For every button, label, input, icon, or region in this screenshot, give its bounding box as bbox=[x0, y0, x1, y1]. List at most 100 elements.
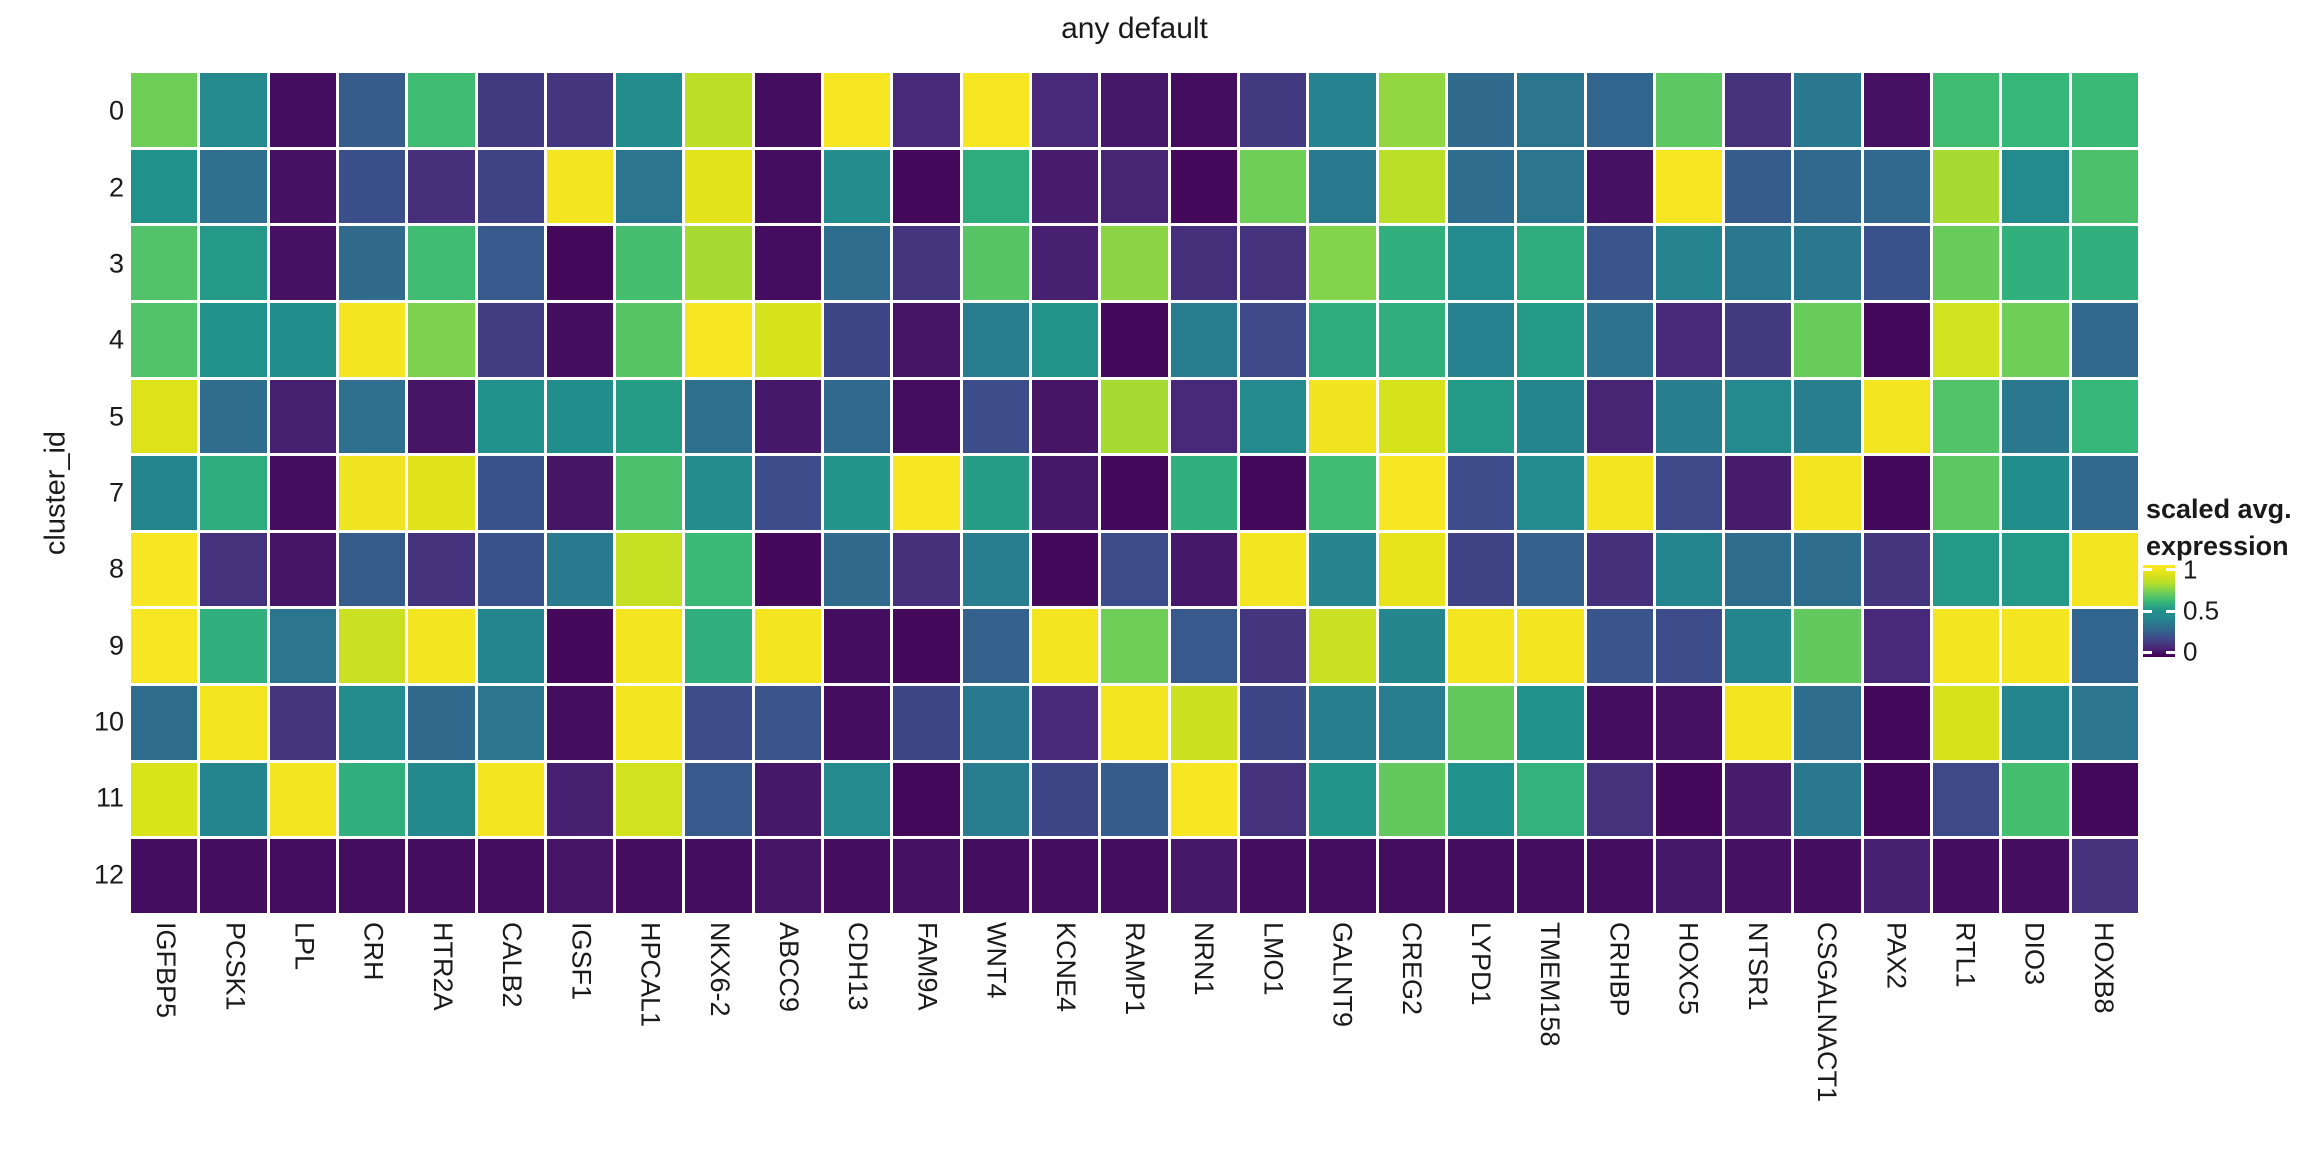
heatmap-cell bbox=[1794, 609, 1861, 684]
heatmap-cell bbox=[1725, 532, 1792, 607]
heatmap-cell bbox=[962, 73, 1030, 147]
heatmap-cell bbox=[200, 73, 267, 147]
heatmap-cell bbox=[546, 379, 614, 454]
heatmap-cell bbox=[338, 839, 406, 913]
heatmap-cell bbox=[893, 839, 960, 913]
heatmap-cell bbox=[1309, 456, 1376, 530]
y-tick-label: 11 bbox=[95, 782, 124, 813]
heatmap-cell bbox=[1309, 686, 1376, 760]
x-tick-label: KCNE4 bbox=[1050, 922, 1081, 1013]
x-tick-label: ABCC9 bbox=[773, 922, 804, 1013]
heatmap-cell bbox=[1032, 302, 1099, 377]
heatmap-cell bbox=[338, 609, 406, 684]
heatmap-cell bbox=[1447, 609, 1515, 684]
heatmap-cell bbox=[2002, 302, 2069, 377]
heatmap-cell bbox=[1655, 762, 1723, 837]
heatmap-cell bbox=[2071, 839, 2138, 913]
heatmap-cell bbox=[685, 532, 752, 607]
legend-tick-mark bbox=[2166, 568, 2175, 572]
heatmap-cell bbox=[477, 149, 544, 224]
legend-tick-mark bbox=[2143, 609, 2152, 613]
heatmap-cell bbox=[477, 609, 544, 684]
heatmap-cell bbox=[824, 686, 891, 760]
heatmap-cell bbox=[962, 762, 1030, 837]
heatmap-cell bbox=[824, 73, 891, 147]
heatmap-cell bbox=[1170, 762, 1237, 837]
x-tick-label: NTSR1 bbox=[1742, 922, 1773, 1011]
heatmap-cell bbox=[1725, 302, 1792, 377]
y-tick-label: 7 bbox=[108, 477, 124, 508]
heatmap-cell bbox=[754, 686, 822, 760]
heatmap-cell bbox=[2071, 609, 2138, 684]
x-tick-label: HOXC5 bbox=[1673, 922, 1704, 1016]
heatmap-cell bbox=[1517, 226, 1584, 300]
heatmap-cell bbox=[1933, 686, 2000, 760]
heatmap-cell bbox=[1863, 686, 1931, 760]
heatmap-cell bbox=[1101, 226, 1168, 300]
heatmap-cell bbox=[962, 379, 1030, 454]
heatmap-cell bbox=[824, 226, 891, 300]
heatmap-cell bbox=[1517, 379, 1584, 454]
heatmap-cell bbox=[200, 456, 267, 530]
y-tick-label: 8 bbox=[108, 553, 124, 584]
heatmap-cell bbox=[408, 379, 475, 454]
heatmap-cell bbox=[616, 456, 683, 530]
heatmap-cell bbox=[1170, 73, 1237, 147]
heatmap-cell bbox=[1655, 609, 1723, 684]
heatmap-cell bbox=[962, 226, 1030, 300]
heatmap-cell bbox=[1794, 839, 1861, 913]
heatmap-cell bbox=[200, 686, 267, 760]
heatmap-cell bbox=[477, 73, 544, 147]
heatmap-cell bbox=[1101, 686, 1168, 760]
heatmap-cell bbox=[546, 456, 614, 530]
heatmap-cell bbox=[893, 379, 960, 454]
heatmap-cell bbox=[1863, 73, 1931, 147]
heatmap-cell bbox=[408, 686, 475, 760]
heatmap-cell bbox=[1933, 149, 2000, 224]
heatmap-cell bbox=[1933, 532, 2000, 607]
heatmap-cell bbox=[1239, 226, 1307, 300]
heatmap-cell bbox=[2071, 149, 2138, 224]
heatmap-cell bbox=[131, 226, 198, 300]
heatmap-cell bbox=[2071, 302, 2138, 377]
heatmap-cell bbox=[546, 226, 614, 300]
heatmap-cell bbox=[1170, 839, 1237, 913]
heatmap-cell bbox=[1378, 302, 1445, 377]
heatmap-cell bbox=[1517, 73, 1584, 147]
heatmap-cell bbox=[1794, 226, 1861, 300]
heatmap-cell bbox=[477, 839, 544, 913]
heatmap-cell bbox=[338, 686, 406, 760]
heatmap-cell bbox=[2002, 839, 2069, 913]
heatmap-cell bbox=[616, 149, 683, 224]
heatmap-cell bbox=[1933, 302, 2000, 377]
legend-title-line2: expression bbox=[2146, 531, 2289, 561]
heatmap-cell bbox=[685, 73, 752, 147]
heatmap-cell bbox=[1933, 762, 2000, 837]
heatmap-cell bbox=[338, 532, 406, 607]
heatmap-cell bbox=[131, 686, 198, 760]
heatmap-cell bbox=[1517, 609, 1584, 684]
x-tick-label: LYPD1 bbox=[1466, 922, 1497, 1006]
heatmap-cell bbox=[1378, 686, 1445, 760]
heatmap-cell bbox=[893, 73, 960, 147]
heatmap-cell bbox=[824, 762, 891, 837]
heatmap-cell bbox=[1933, 839, 2000, 913]
heatmap-cell bbox=[408, 456, 475, 530]
x-tick-label: LMO1 bbox=[1258, 922, 1289, 996]
heatmap-cell bbox=[200, 226, 267, 300]
heatmap-cell bbox=[200, 532, 267, 607]
heatmap-cell bbox=[824, 609, 891, 684]
heatmap-cell bbox=[477, 226, 544, 300]
heatmap-cell bbox=[408, 609, 475, 684]
heatmap-cell bbox=[338, 226, 406, 300]
heatmap-cell bbox=[685, 226, 752, 300]
heatmap-cell bbox=[1863, 532, 1931, 607]
heatmap-cell bbox=[1863, 149, 1931, 224]
heatmap-cell bbox=[408, 73, 475, 147]
heatmap-cell bbox=[1586, 456, 1653, 530]
heatmap-cell bbox=[1170, 609, 1237, 684]
heatmap-cell bbox=[1863, 839, 1931, 913]
heatmap-cell bbox=[1101, 609, 1168, 684]
heatmap-cell bbox=[1239, 73, 1307, 147]
heatmap-cell bbox=[1586, 762, 1653, 837]
